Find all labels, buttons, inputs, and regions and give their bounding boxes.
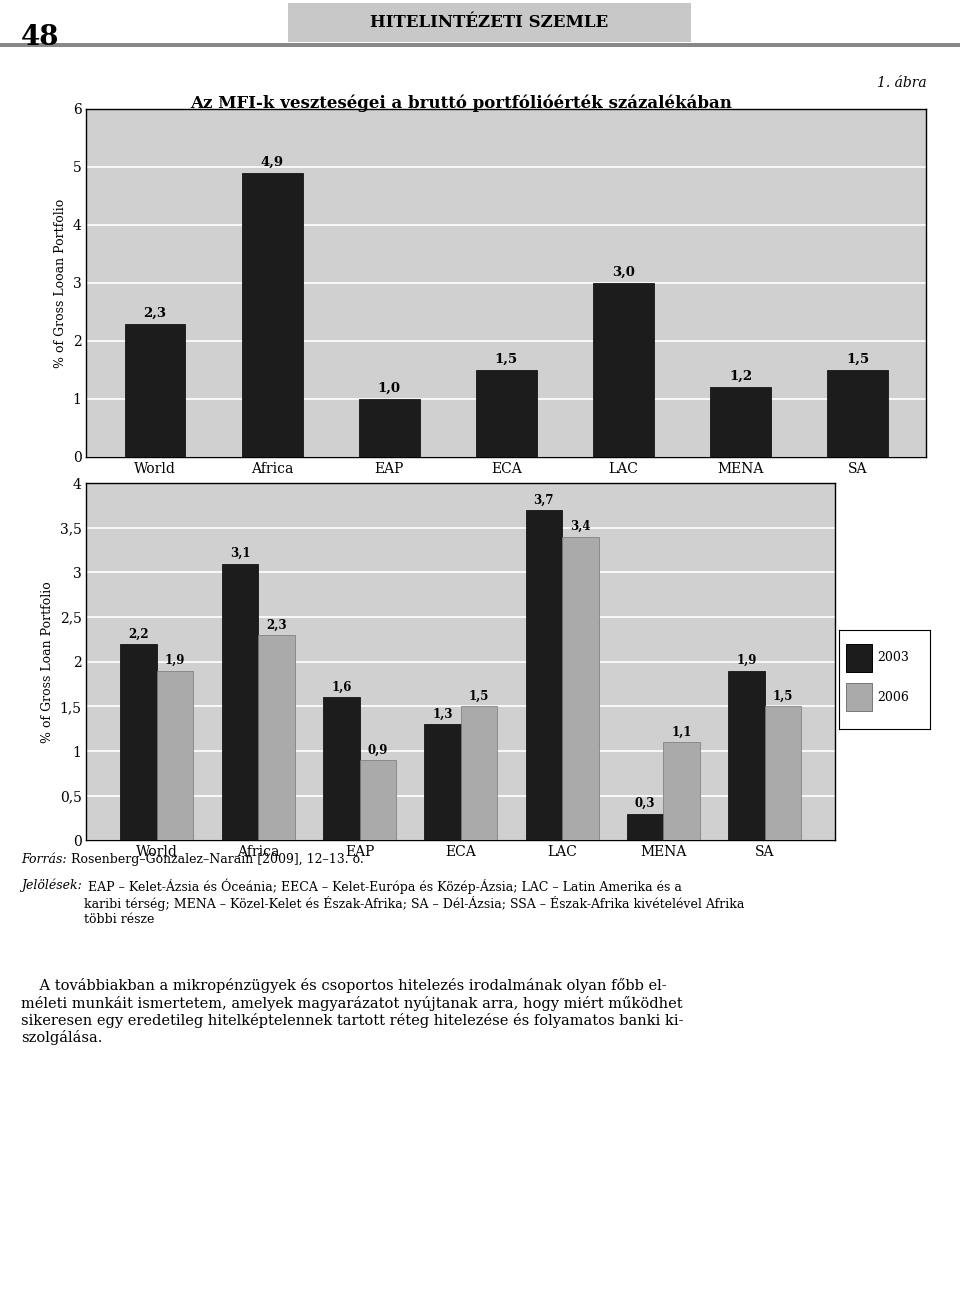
Bar xyxy=(563,537,599,840)
Text: A továbbiakban a mikropénzügyek és csoportos hitelezés irodalmának olyan főbb el: A továbbiakban a mikropénzügyek és csopo… xyxy=(21,978,684,1045)
Text: Forrás:: Forrás: xyxy=(21,853,67,867)
Bar xyxy=(424,725,461,840)
Text: Az MFI-k veszteségei a bruttó portfólióérték százalékában: Az MFI-k veszteségei a bruttó portfólióé… xyxy=(190,95,732,112)
Bar xyxy=(476,370,537,457)
Bar xyxy=(156,671,193,840)
Text: 1,6: 1,6 xyxy=(331,681,351,693)
Text: 3,1: 3,1 xyxy=(229,548,251,559)
Bar xyxy=(323,697,359,840)
Text: 1,9: 1,9 xyxy=(165,654,185,667)
Text: 1,5: 1,5 xyxy=(468,689,490,702)
Bar xyxy=(461,706,497,840)
Bar xyxy=(847,683,872,712)
Text: 4,9: 4,9 xyxy=(260,156,284,168)
Bar xyxy=(125,323,185,457)
Text: 2006: 2006 xyxy=(877,691,909,704)
Bar xyxy=(729,671,765,840)
Text: 1. ábra: 1. ábra xyxy=(876,76,926,91)
Bar xyxy=(847,645,872,672)
Bar xyxy=(222,563,258,840)
Bar xyxy=(593,284,654,457)
Text: 3,7: 3,7 xyxy=(534,494,554,507)
Text: 48: 48 xyxy=(21,24,60,51)
Text: 1,0: 1,0 xyxy=(378,382,400,395)
Bar xyxy=(359,760,396,840)
Bar xyxy=(710,387,771,457)
Bar xyxy=(526,509,563,840)
Text: 2,3: 2,3 xyxy=(266,618,287,632)
Text: 1,5: 1,5 xyxy=(846,353,870,366)
Text: 3,4: 3,4 xyxy=(570,520,590,533)
Text: HITELINTÉZETI SZEMLE: HITELINTÉZETI SZEMLE xyxy=(371,14,609,30)
Bar xyxy=(242,173,302,457)
Text: 1,5: 1,5 xyxy=(494,353,518,366)
Text: 1,3: 1,3 xyxy=(432,708,453,721)
Text: 0,3: 0,3 xyxy=(635,797,656,810)
Y-axis label: % of Gross Looan Portfolio: % of Gross Looan Portfolio xyxy=(54,198,67,368)
Text: EAP – Kelet-Ázsia és Óceánia; EECA – Kelet-Európa és Közép-Ázsia; LAC – Latin Am: EAP – Kelet-Ázsia és Óceánia; EECA – Kel… xyxy=(84,878,744,926)
Text: 2,2: 2,2 xyxy=(129,628,149,641)
Bar xyxy=(120,643,156,840)
Text: 3,0: 3,0 xyxy=(612,267,635,278)
Text: Jelölések:: Jelölések: xyxy=(21,878,82,892)
Bar xyxy=(663,742,700,840)
Text: 1,1: 1,1 xyxy=(671,726,692,738)
Text: 2003: 2003 xyxy=(877,651,909,664)
Text: 1,2: 1,2 xyxy=(729,370,753,383)
Text: Rosenberg–Gonzalez–Narain [2009], 12–13. o.: Rosenberg–Gonzalez–Narain [2009], 12–13.… xyxy=(67,853,364,867)
Text: 0,9: 0,9 xyxy=(368,743,388,756)
Text: 1,9: 1,9 xyxy=(736,654,756,667)
Text: 2,3: 2,3 xyxy=(144,306,166,319)
Bar xyxy=(765,706,802,840)
Bar xyxy=(258,635,295,840)
Bar xyxy=(359,399,420,457)
Text: 1,5: 1,5 xyxy=(773,689,793,702)
Bar xyxy=(828,370,888,457)
Bar xyxy=(627,814,663,840)
Y-axis label: % of Gross Loan Portfolio: % of Gross Loan Portfolio xyxy=(41,580,54,743)
